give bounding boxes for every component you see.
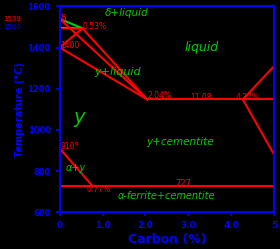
Text: 0.77%: 0.77% xyxy=(86,185,110,194)
Text: y+cementite: y+cementite xyxy=(146,137,214,147)
Text: liquid: liquid xyxy=(184,41,218,54)
Text: 1500: 1500 xyxy=(3,24,21,30)
Text: α-ferrite+cementite: α-ferrite+cementite xyxy=(118,191,216,201)
Text: y+liquid: y+liquid xyxy=(94,67,141,77)
Text: 2.04%: 2.04% xyxy=(148,91,172,100)
Text: y: y xyxy=(73,108,85,127)
Text: 0.53%: 0.53% xyxy=(83,22,107,31)
Text: 11.08: 11.08 xyxy=(190,93,212,102)
Text: δ: δ xyxy=(60,13,66,22)
Text: 727: 727 xyxy=(176,179,192,188)
Text: δ+liquid: δ+liquid xyxy=(105,8,148,18)
Text: α+y: α+y xyxy=(65,163,85,173)
Text: 1539: 1539 xyxy=(3,16,21,22)
Text: 4.27%: 4.27% xyxy=(235,93,260,102)
Text: 910°: 910° xyxy=(60,142,79,151)
X-axis label: Carbon (%): Carbon (%) xyxy=(128,233,206,246)
Text: 1400: 1400 xyxy=(60,41,80,50)
Y-axis label: Temperature (°C): Temperature (°C) xyxy=(15,62,25,157)
